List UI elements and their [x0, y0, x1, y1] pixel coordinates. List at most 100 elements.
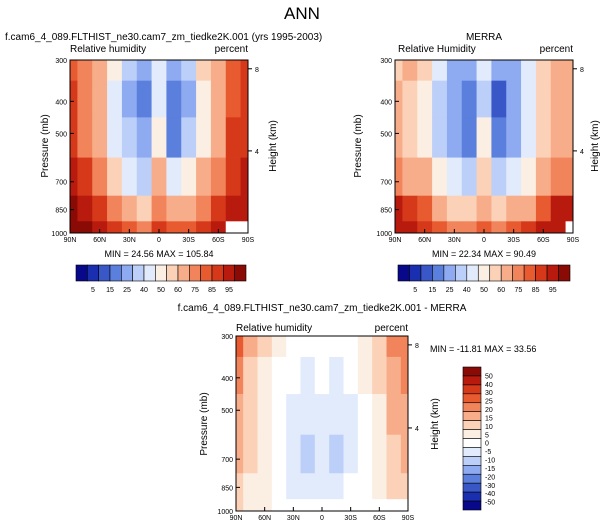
heatmap-cell	[386, 473, 402, 500]
colorbar-label: 30	[485, 390, 493, 397]
heatmap-cell	[386, 336, 402, 358]
heatmap-cell	[121, 80, 138, 118]
heatmap-cell	[521, 80, 537, 118]
heatmap-cell	[417, 117, 433, 158]
heatmap-cell	[92, 80, 108, 118]
heatmap-cell	[400, 473, 409, 500]
panel-obs: MERRA Relative Humidity percent 30040050…	[353, 32, 601, 294]
heatmap-cell	[476, 221, 492, 234]
heatmap-cell	[286, 394, 301, 436]
heatmap-cell	[461, 60, 477, 82]
colorbar-swatch	[477, 264, 491, 282]
colorbar-swatch	[558, 264, 571, 282]
heatmap-cell	[236, 473, 244, 500]
panel-obs-title: MERRA	[466, 32, 502, 43]
heatmap-cell	[343, 499, 359, 512]
heatmap-cell	[121, 60, 138, 82]
colorbar-label: 50	[157, 287, 165, 294]
colorbar-swatch	[155, 264, 167, 282]
heatmap-cell	[402, 221, 418, 234]
panel-model-title: f.cam6_4_089.FLTHIST_ne30.cam7_zm_tiedke…	[5, 32, 322, 43]
heatmap-cell	[432, 80, 448, 118]
colorbar-swatch	[500, 264, 513, 282]
heatmap-cell	[210, 221, 227, 234]
heatmap-cell	[476, 157, 492, 197]
x-tick-label: 60N	[258, 515, 271, 522]
heatmap-cell	[550, 221, 566, 234]
heatmap-cell	[286, 434, 301, 474]
heatmap-cell	[565, 117, 574, 158]
colorbar-swatch	[166, 264, 179, 282]
heatmap-cell	[402, 60, 418, 82]
x-tick-label: 90N	[64, 237, 77, 244]
colorbar-swatch	[455, 264, 468, 282]
heatmap-cell	[521, 221, 537, 234]
heatmap-cell	[565, 60, 574, 82]
colorbar-swatch	[132, 264, 145, 282]
heatmap-cell	[166, 195, 182, 222]
heatmap-cell	[521, 195, 537, 222]
heatmap-cell	[151, 117, 167, 158]
colorbar-swatch	[462, 375, 482, 386]
colorbar-swatch	[200, 264, 213, 282]
colorbar-swatch	[462, 429, 482, 439]
colorbar-label: -30	[485, 483, 495, 490]
colorbar-swatch	[177, 264, 190, 282]
heatmap-cell	[372, 394, 387, 436]
panel-obs-left-label: Relative Humidity	[398, 44, 476, 55]
panel-diff-right-label: percent	[375, 323, 409, 334]
heatmap-cell	[417, 221, 433, 234]
heatmap-cell	[461, 221, 477, 234]
page-title: ANN	[284, 4, 320, 23]
colorbar-swatch	[87, 264, 99, 282]
y-tick-label: 850	[221, 485, 233, 492]
heatmap-cell	[92, 221, 108, 234]
colorbar-label: 0	[485, 441, 489, 448]
colorbar-label: -20	[485, 474, 495, 481]
heatmap-cell	[70, 157, 78, 197]
heatmap-cell	[491, 80, 507, 118]
heatmap-cell	[166, 157, 182, 197]
x-tick-label: 90S	[402, 515, 415, 522]
y-tick-label: 500	[55, 131, 67, 138]
heatmap-cell	[151, 195, 167, 222]
y-tick-label: 400	[380, 99, 392, 106]
heatmap-cell	[70, 117, 78, 158]
heatmap-cell	[506, 221, 522, 234]
colorbar-swatch	[535, 264, 548, 282]
heatmap-cell	[446, 80, 463, 118]
colorbar-swatch	[462, 438, 482, 448]
colorbar-label: 10	[485, 424, 493, 431]
heatmap-cell	[357, 356, 373, 395]
x-tick-label: 30N	[448, 237, 461, 244]
colorbar-swatch	[489, 264, 502, 282]
x-tick-label: 60S	[537, 237, 550, 244]
y-tick-label: 500	[221, 408, 233, 415]
heatmap-cell	[240, 80, 249, 118]
heatmap-cell	[257, 336, 273, 358]
heatmap-cell	[136, 60, 152, 82]
heatmap-cell	[372, 336, 387, 358]
heatmap-cell	[535, 195, 552, 222]
panel-diff-left-label: Relative humidity	[236, 323, 312, 334]
colorbar-label: 20	[485, 407, 493, 414]
heatmap-cell	[300, 434, 316, 474]
panel-obs-y2label: Height (km)	[590, 120, 601, 172]
heatmap-cell	[476, 80, 492, 118]
colorbar-label: 5	[91, 287, 95, 294]
colorbar-swatch	[143, 264, 156, 282]
colorbar-label: -5	[485, 449, 491, 456]
colorbar-label: 95	[549, 287, 557, 294]
heatmap-cell	[386, 394, 402, 436]
y-tick-label: 700	[221, 457, 233, 464]
heatmap-cell	[395, 157, 403, 197]
heatmap-cell	[181, 157, 197, 197]
panel-diff: f.cam6_4_089.FLTHIST_ne30.cam7_zm_tiedke…	[178, 303, 537, 522]
heatmap-cell	[77, 117, 93, 158]
heatmap-cell	[395, 221, 403, 234]
heatmap-cell	[400, 356, 409, 395]
heatmap-cell	[257, 499, 273, 512]
colorbar-swatch	[462, 491, 482, 502]
